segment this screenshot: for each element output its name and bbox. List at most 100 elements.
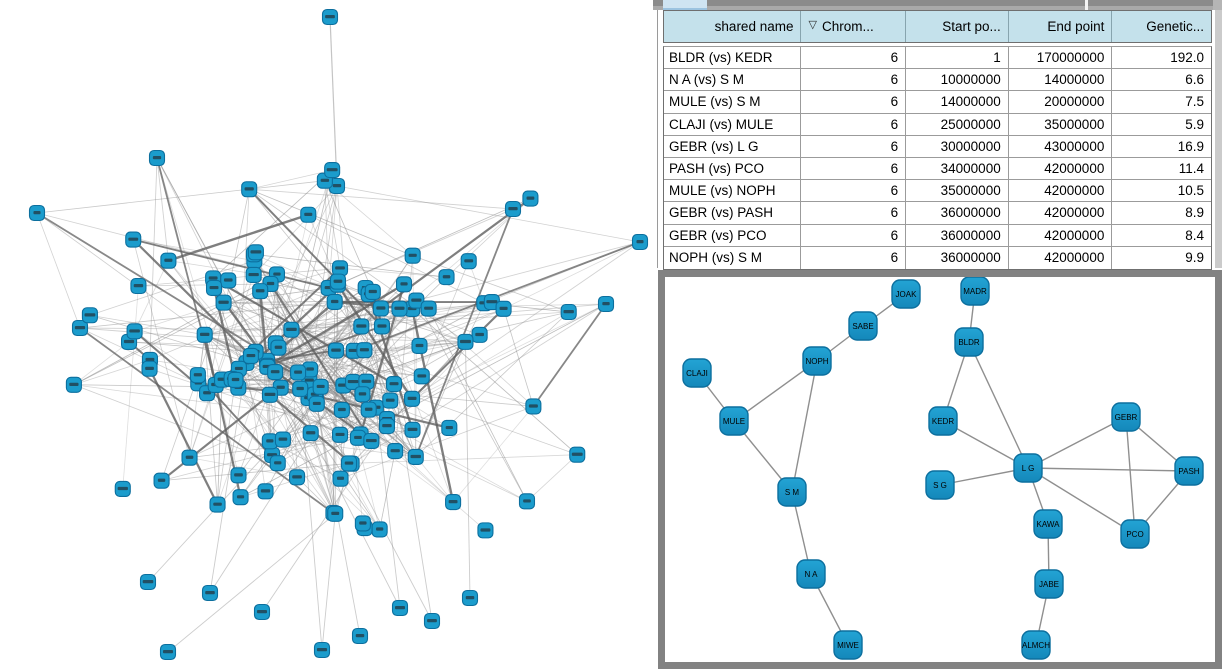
network-node[interactable]: [364, 283, 381, 300]
network-edge[interactable]: [221, 379, 380, 530]
network-node[interactable]: [300, 206, 317, 223]
network-edge[interactable]: [73, 341, 130, 386]
network-edge[interactable]: [337, 208, 514, 286]
network-node-joak[interactable]: JOAK: [891, 279, 921, 309]
network-edge[interactable]: [968, 341, 1029, 469]
network-node[interactable]: [461, 589, 479, 607]
network-edge[interactable]: [393, 384, 433, 622]
table-row[interactable]: GEBR (vs) PASH 6 36000000 42000000 8.9: [664, 202, 1211, 225]
network-edge[interactable]: [270, 283, 396, 452]
network-node[interactable]: [261, 433, 278, 450]
network-edge[interactable]: [73, 274, 278, 386]
network-node[interactable]: [408, 292, 425, 309]
network-node[interactable]: [349, 429, 367, 446]
network-edge[interactable]: [36, 212, 205, 336]
network-edge[interactable]: [367, 293, 414, 431]
network-edge[interactable]: [148, 368, 219, 506]
network-node[interactable]: [329, 273, 347, 290]
network-edge[interactable]: [337, 198, 531, 286]
network-node[interactable]: [360, 401, 377, 418]
network-node[interactable]: [153, 472, 170, 489]
network-edge[interactable]: [411, 241, 641, 400]
network-edge[interactable]: [253, 253, 447, 278]
network-node[interactable]: [252, 283, 269, 300]
network-edge[interactable]: [261, 425, 388, 613]
network-node[interactable]: [205, 279, 223, 297]
network-edge[interactable]: [223, 287, 329, 304]
network-node[interactable]: [351, 627, 369, 645]
network-node[interactable]: [290, 364, 307, 381]
network-node[interactable]: [159, 643, 177, 661]
network-node[interactable]: [332, 470, 349, 487]
network-node-mule[interactable]: MULE: [719, 406, 749, 436]
network-edge[interactable]: [79, 301, 335, 329]
network-node[interactable]: [126, 323, 143, 340]
table-row[interactable]: NOPH (vs) S M 6 36000000 42000000 9.9: [664, 246, 1211, 269]
network-edge[interactable]: [1125, 416, 1136, 535]
network-node[interactable]: [189, 367, 206, 384]
network-edge[interactable]: [204, 334, 218, 505]
network-node[interactable]: [274, 431, 291, 448]
table-row[interactable]: GEBR (vs) L G 6 30000000 43000000 16.9: [664, 135, 1211, 158]
network-node[interactable]: [245, 266, 262, 284]
table-row[interactable]: BLDR (vs) KEDR 6 1 170000000 192.0: [664, 47, 1211, 70]
network-edge[interactable]: [134, 260, 169, 332]
network-node[interactable]: [560, 303, 577, 321]
network-node[interactable]: [324, 162, 341, 179]
network-node[interactable]: [160, 252, 177, 269]
network-edge[interactable]: [291, 329, 466, 343]
network-node[interactable]: [331, 260, 349, 277]
network-edge[interactable]: [291, 302, 485, 331]
network-node-pco[interactable]: PCO: [1120, 519, 1150, 549]
network-edge[interactable]: [324, 180, 374, 293]
filter-icon[interactable]: ▽: [808, 19, 817, 31]
network-edge[interactable]: [1027, 416, 1127, 469]
network-node[interactable]: [270, 339, 287, 356]
network-node[interactable]: [65, 376, 82, 393]
network-edge[interactable]: [348, 463, 433, 622]
network-node[interactable]: [445, 493, 462, 511]
network-node[interactable]: [631, 233, 649, 251]
network-edge[interactable]: [315, 399, 334, 514]
network-node[interactable]: [321, 8, 339, 26]
network-edge[interactable]: [149, 157, 158, 369]
network-edge[interactable]: [278, 214, 309, 348]
network-edge[interactable]: [253, 253, 382, 309]
network-node[interactable]: [387, 443, 404, 460]
network-node[interactable]: [269, 455, 286, 472]
network-node[interactable]: [423, 612, 441, 630]
network-node-bldr[interactable]: BLDR: [954, 327, 984, 357]
network-edge[interactable]: [240, 303, 607, 498]
network-edge[interactable]: [253, 185, 338, 276]
network-edge[interactable]: [167, 513, 336, 653]
network-edge[interactable]: [237, 189, 250, 388]
network-edge[interactable]: [389, 400, 417, 458]
network-edge[interactable]: [156, 157, 169, 261]
network-node[interactable]: [522, 190, 539, 207]
network-node[interactable]: [518, 493, 536, 510]
network-edge[interactable]: [299, 388, 380, 530]
network-edge[interactable]: [411, 308, 578, 455]
network-edge[interactable]: [416, 241, 641, 301]
network-node[interactable]: [308, 395, 325, 412]
table-row[interactable]: CLAJI (vs) MULE 6 25000000 35000000 5.9: [664, 113, 1211, 136]
network-edge[interactable]: [255, 185, 338, 353]
network-edge[interactable]: [291, 329, 298, 478]
network-node-kedr[interactable]: KEDR: [928, 406, 958, 436]
network-edge[interactable]: [308, 214, 485, 304]
network-node[interactable]: [331, 426, 349, 443]
network-node[interactable]: [241, 181, 258, 198]
table-row[interactable]: GEBR (vs) PCO 6 36000000 42000000 8.4: [664, 224, 1211, 247]
network-edge[interactable]: [280, 185, 338, 388]
network-node[interactable]: [438, 269, 455, 286]
network-edge[interactable]: [351, 303, 607, 465]
network-edge[interactable]: [308, 341, 466, 399]
network-node[interactable]: [340, 455, 358, 472]
network-edge[interactable]: [503, 308, 534, 407]
network-edge[interactable]: [428, 308, 528, 502]
network-node[interactable]: [292, 380, 309, 397]
network-node[interactable]: [382, 392, 399, 409]
network-node[interactable]: [71, 319, 89, 337]
table-row[interactable]: PASH (vs) PCO 6 34000000 42000000 11.4: [664, 157, 1211, 181]
scrollbar-track[interactable]: [1215, 10, 1222, 268]
